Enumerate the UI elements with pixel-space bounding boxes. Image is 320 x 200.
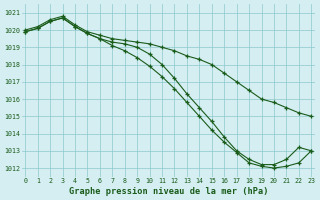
X-axis label: Graphe pression niveau de la mer (hPa): Graphe pression niveau de la mer (hPa) (68, 187, 268, 196)
